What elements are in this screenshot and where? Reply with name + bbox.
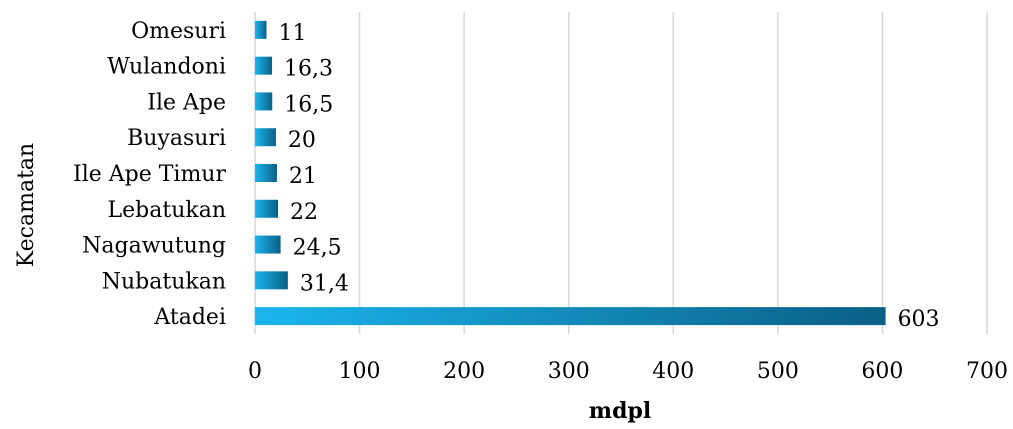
bar-1	[255, 56, 273, 75]
category-label-2: Ile Ape	[147, 90, 226, 115]
category-label-4: Ile Ape Timur	[73, 162, 226, 187]
x-axis-title: mdpl	[589, 398, 651, 424]
bar-0	[255, 20, 267, 39]
bar-7	[255, 271, 288, 290]
bar-2	[255, 92, 273, 111]
category-label-1: Wulandoni	[107, 55, 226, 80]
value-label-0: 11	[279, 21, 307, 46]
category-label-3: Buyasuri	[127, 126, 226, 151]
x-tick-label-2: 200	[443, 359, 485, 384]
value-label-3: 20	[288, 128, 316, 153]
value-label-8: 603	[898, 307, 940, 332]
value-label-2: 16,5	[284, 92, 333, 117]
x-tick-labels: 0 100 200 300 400 500 600 700	[248, 359, 1008, 384]
x-tick-label-1: 100	[339, 359, 381, 384]
value-label-5: 22	[290, 200, 318, 225]
value-label-7: 31,4	[300, 271, 349, 296]
value-label-6: 24,5	[293, 236, 342, 261]
value-label-1: 16,3	[284, 57, 333, 82]
bar-4	[255, 164, 277, 182]
value-labels: 11 16,3 16,5 20 21 22 24,5 31,4 603	[279, 21, 940, 332]
bar-6	[255, 235, 281, 254]
x-tick-label-7: 700	[966, 359, 1008, 384]
x-tick-label-6: 600	[861, 359, 903, 384]
y-axis-title: Kecamatan	[14, 143, 39, 267]
category-label-7: Nubatukan	[102, 269, 226, 294]
category-label-6: Nagawutung	[82, 234, 226, 259]
x-tick-label-3: 300	[548, 359, 590, 384]
category-label-8: Atadei	[153, 305, 226, 330]
category-labels: Omesuri Wulandoni Ile Ape Buyasuri Ile Ape T…	[73, 19, 226, 330]
x-tick-label-4: 400	[652, 359, 694, 384]
bar-5	[255, 199, 279, 218]
bar-8	[255, 307, 886, 326]
category-label-0: Omesuri	[131, 19, 226, 44]
bars	[255, 20, 886, 326]
x-tick-label-5: 500	[757, 359, 799, 384]
gridlines	[254, 12, 988, 334]
value-label-4: 21	[289, 164, 317, 189]
bar-3	[255, 128, 276, 147]
category-label-5: Lebatukan	[108, 198, 226, 223]
x-tick-label-0: 0	[248, 359, 262, 384]
